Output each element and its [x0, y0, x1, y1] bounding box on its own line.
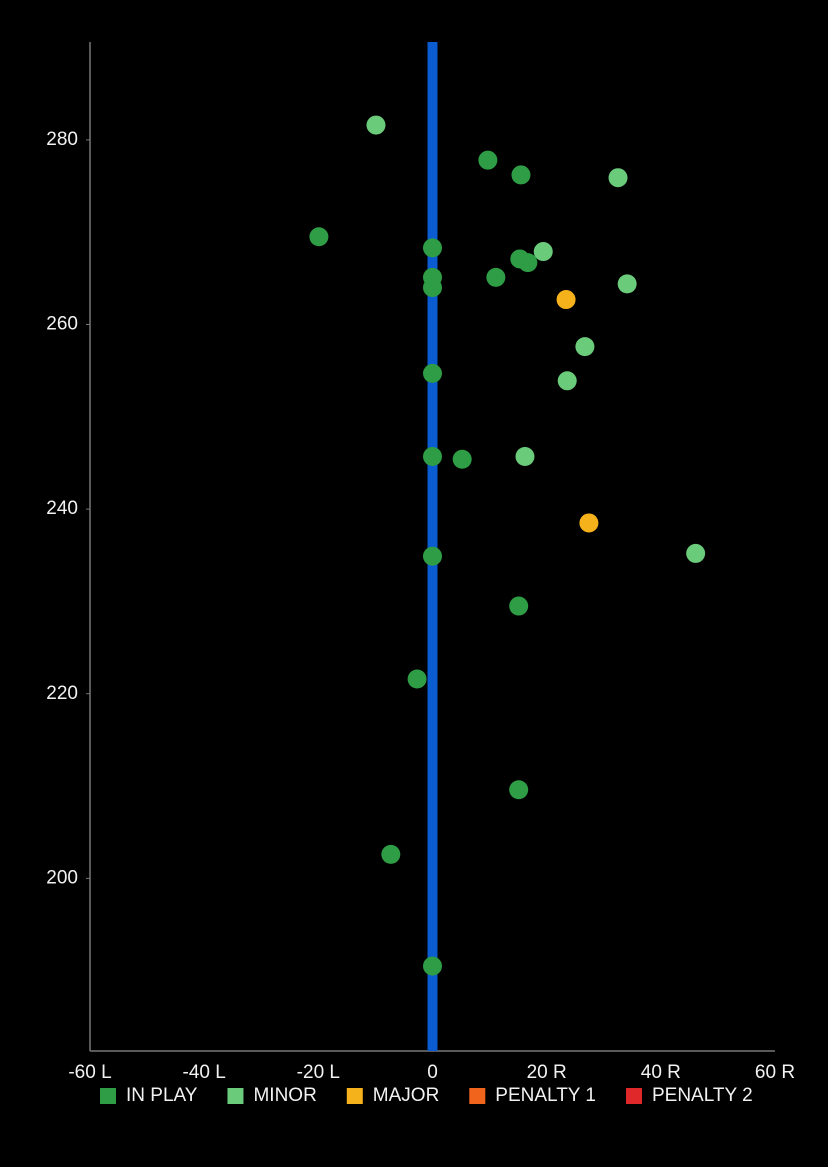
shot-point [423, 278, 442, 298]
x-tick-label: 20 R [527, 1062, 567, 1083]
shot-point [423, 363, 442, 383]
shot-point [366, 115, 386, 135]
y-tick-label: 200 [46, 867, 78, 888]
y-tick-label: 280 [46, 129, 78, 150]
x-tick-label: 0 [427, 1062, 438, 1083]
shot-point [556, 290, 576, 310]
shot-point [486, 267, 506, 287]
shot-point [575, 337, 595, 357]
shot-point [686, 543, 706, 563]
y-tick-label: 240 [46, 498, 78, 519]
shot-point [511, 165, 531, 185]
shot-point [478, 150, 498, 170]
shot-point [557, 371, 577, 391]
shot-point [452, 449, 472, 469]
legend-swatch [469, 1088, 486, 1104]
shot-point [423, 446, 442, 466]
shot-point [423, 546, 442, 566]
x-tick-label: 60 R [755, 1062, 795, 1083]
y-tick-label: 260 [46, 313, 78, 334]
shot-point [617, 274, 637, 294]
shot-point [533, 242, 553, 262]
legend-label: IN PLAY [126, 1085, 198, 1106]
legend-label: MAJOR [373, 1085, 440, 1106]
shot-point [509, 780, 529, 800]
shot-point [515, 446, 535, 466]
x-tick-label: 40 R [641, 1062, 681, 1083]
legend-swatch [625, 1088, 642, 1104]
shot-point [423, 956, 442, 976]
shot-point [518, 253, 538, 273]
legend-swatch [227, 1088, 244, 1104]
shot-point [407, 669, 427, 689]
shot-point [608, 168, 628, 188]
x-tick-label: -60 L [68, 1062, 111, 1083]
shot-point [309, 227, 329, 247]
shot-point [381, 844, 401, 864]
shot-point [423, 238, 442, 258]
shot-point [579, 513, 599, 533]
legend-label: PENALTY 1 [495, 1085, 596, 1106]
legend-label: PENALTY 2 [652, 1085, 753, 1106]
legend-swatch [346, 1088, 363, 1104]
shot-point [509, 596, 529, 616]
y-tick-label: 220 [46, 683, 78, 704]
legend-swatch [100, 1088, 116, 1104]
x-tick-label: -20 L [297, 1062, 340, 1083]
legend-label: MINOR [253, 1085, 316, 1106]
x-tick-label: -40 L [183, 1062, 226, 1083]
